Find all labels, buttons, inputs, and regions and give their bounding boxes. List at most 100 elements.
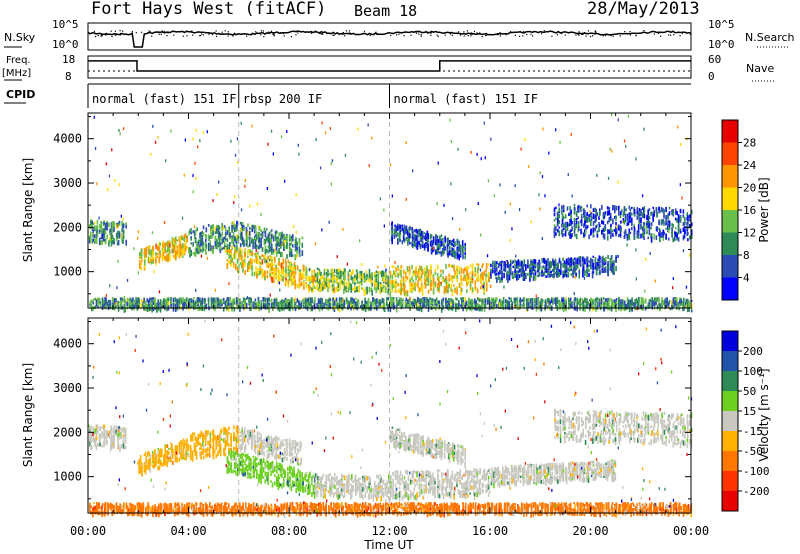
range-cell [249,262,252,269]
range-cell [570,233,572,239]
range-cell [118,222,121,227]
range-cell [552,263,554,266]
range-cell [217,231,220,235]
range-cell [672,224,674,228]
range-cell [250,307,252,311]
range-cell [214,231,217,235]
nsearch-point [185,31,187,33]
range-cell [443,244,445,247]
nsearch-point [681,32,684,34]
range-cell [313,277,316,282]
range-cell [96,232,99,238]
range-cell [278,232,280,237]
range-cell [132,306,134,309]
range-cell [226,300,228,304]
range-cell [125,225,127,229]
nsearch-point [119,34,121,36]
range-cell [88,224,91,229]
range-cell [293,261,296,267]
range-cell [169,253,171,258]
range-cell [345,286,347,290]
range-cell [345,301,348,305]
range-cell [205,248,207,255]
range-cell [469,283,472,288]
nsearch-point [470,35,472,37]
range-cell [619,213,622,218]
range-cell [298,280,301,285]
range-cell [263,240,266,245]
range-cell [275,274,277,279]
range-cell [179,238,182,241]
nsearch-point [467,34,469,37]
range-cell [497,264,500,268]
range-cell [157,302,160,308]
range-cell [575,233,578,239]
range-cell [466,269,468,273]
range-cell [385,288,387,294]
range-cell [445,304,447,309]
range-cell [216,302,218,308]
range-cell [596,224,599,227]
range-cell [90,231,92,236]
range-cell [226,250,229,253]
range-cell [578,205,580,209]
range-cell [167,240,169,247]
range-cell [288,269,291,274]
range-cell [514,269,516,275]
nsearch-point [471,32,473,34]
nsearch-point [95,36,97,38]
range-cell [174,298,177,303]
range-cell [233,253,235,258]
range-cell [595,208,597,213]
nsearch-point [658,32,660,34]
range-cell [522,264,524,269]
range-cell [409,287,411,293]
range-cell [604,269,607,273]
range-cell [260,229,262,232]
range-cell [461,305,463,309]
range-cell [201,297,204,301]
range-cell [333,275,336,280]
range-cell [375,288,378,293]
range-cell [534,259,537,264]
range-cell [356,270,359,274]
range-cell [561,223,563,228]
range-cell [175,243,177,247]
range-cell [298,241,301,246]
range-cell [598,226,600,232]
range-cell [485,277,487,283]
range-cell [309,302,311,306]
range-cell [405,279,407,283]
range-cell [226,238,229,242]
range-cell [374,299,377,306]
range-cell [205,228,208,233]
range-cell [387,297,389,300]
nsearch-point [106,32,108,34]
range-cell [594,257,597,262]
range-cell [352,287,354,291]
range-cell [296,251,298,256]
range-cell [128,298,130,303]
range-cell [115,237,118,242]
nsearch-point [100,35,102,37]
range-cell [684,217,686,222]
range-cell [471,303,473,308]
range-cell [133,299,135,305]
range-cell [106,222,108,228]
range-cell [467,266,470,270]
range-cell [298,277,301,283]
range-cell [241,224,243,229]
range-cell [282,265,284,271]
range-cell [588,264,590,267]
range-cell [104,296,106,301]
range-cell [378,302,380,308]
range-cell [109,239,111,243]
range-cell [454,289,456,294]
range-cell [289,243,292,246]
range-cell [193,302,195,307]
range-cell [344,285,346,291]
range-cell [615,268,617,272]
range-cell [656,226,658,229]
range-cell [506,273,508,279]
range-cell [622,218,625,224]
